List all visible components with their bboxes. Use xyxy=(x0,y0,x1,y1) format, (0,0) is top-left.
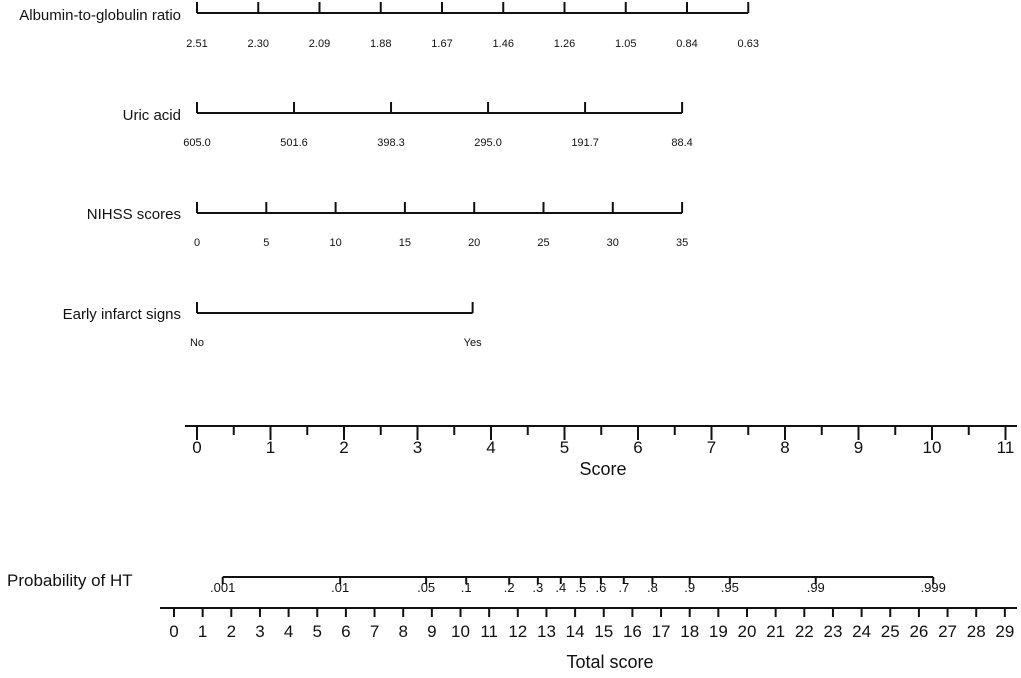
albumin-tick-label: 1.88 xyxy=(370,38,391,50)
total-tick-label: 14 xyxy=(566,622,585,641)
total-tick-label: 23 xyxy=(823,622,842,641)
total-tick-label: 10 xyxy=(451,622,470,641)
uric-acid-tick-label: 398.3 xyxy=(377,137,405,149)
score-tick-label: 6 xyxy=(633,438,642,457)
probability-tick-label: .5 xyxy=(575,580,586,595)
uric-acid-tick-label: 191.7 xyxy=(571,137,599,149)
probability-tick-label: .2 xyxy=(504,580,515,595)
total-tick-label: 0 xyxy=(169,622,178,641)
nihss-tick-label: 10 xyxy=(329,237,341,249)
label-albumin: Albumin-to-globulin ratio xyxy=(19,7,181,24)
uric-acid-tick-label: 605.0 xyxy=(183,137,211,149)
total-tick-label: 24 xyxy=(852,622,871,641)
albumin-tick-label: 1.26 xyxy=(554,38,575,50)
albumin-tick-label: 0.84 xyxy=(676,38,697,50)
total-tick-label: 2 xyxy=(227,622,236,641)
total-tick-label: 18 xyxy=(680,622,699,641)
total-tick-label: 19 xyxy=(709,622,728,641)
probability-tick-label: .1 xyxy=(461,580,472,595)
uric-acid-tick-label: 295.0 xyxy=(474,137,502,149)
probability-tick-label: .3 xyxy=(532,580,543,595)
score-tick-label: 5 xyxy=(560,438,569,457)
total-tick-label: 27 xyxy=(938,622,957,641)
score-axis-title: Score xyxy=(579,459,626,479)
score-tick-label: 1 xyxy=(266,438,275,457)
probability-tick-label: .05 xyxy=(417,580,435,595)
uric-acid-tick-label: 88.4 xyxy=(671,137,692,149)
total-tick-label: 8 xyxy=(398,622,407,641)
score-tick-label: 4 xyxy=(486,438,495,457)
score-tick-label: 9 xyxy=(854,438,863,457)
total-tick-label: 25 xyxy=(881,622,900,641)
probability-tick-label: .6 xyxy=(595,580,606,595)
total-tick-label: 20 xyxy=(738,622,757,641)
total-tick-label: 11 xyxy=(480,622,498,641)
total-tick-label: 15 xyxy=(594,622,613,641)
chart-marks: 2.51 2.30 2.09 1.88 1.67 1.46 1.26 1.05 0.84 0.63… xyxy=(160,2,1017,641)
uric-acid-tick-label: 501.6 xyxy=(280,137,308,149)
probability-tick-label: .99 xyxy=(807,580,825,595)
nihss-tick-label: 5 xyxy=(263,237,269,249)
label-probability: Probability of HT xyxy=(7,571,133,590)
total-tick-label: 29 xyxy=(995,622,1014,641)
total-tick-label: 4 xyxy=(284,622,293,641)
total-tick-label: 1 xyxy=(198,622,207,641)
total-tick-label: 28 xyxy=(967,622,986,641)
total-tick-label: 7 xyxy=(370,622,379,641)
probability-tick-label: .999 xyxy=(921,580,946,595)
total-tick-label: 17 xyxy=(652,622,671,641)
total-tick-label: 3 xyxy=(255,622,264,641)
total-tick-label: 26 xyxy=(909,622,928,641)
nihss-tick-label: 30 xyxy=(607,237,619,249)
probability-tick-label: .4 xyxy=(555,580,566,595)
probability-tick-label: .01 xyxy=(331,580,349,595)
total-tick-label: 6 xyxy=(341,622,350,641)
total-tick-label: 5 xyxy=(313,622,322,641)
albumin-tick-label: 2.51 xyxy=(186,38,207,50)
total-tick-label: 9 xyxy=(427,622,436,641)
label-uric-acid: Uric acid xyxy=(123,107,181,124)
nihss-tick-label: 35 xyxy=(676,237,688,249)
label-infarct: Early infarct signs xyxy=(63,306,181,323)
total-tick-label: 16 xyxy=(623,622,642,641)
score-tick-label: 7 xyxy=(707,438,716,457)
albumin-tick-label: 2.30 xyxy=(248,38,269,50)
total-tick-label: 12 xyxy=(508,622,527,641)
label-nihss: NIHSS scores xyxy=(87,206,181,223)
albumin-tick-label: 1.05 xyxy=(615,38,636,50)
total-tick-label: 13 xyxy=(537,622,556,641)
probability-tick-label: .95 xyxy=(721,580,739,595)
score-tick-label: 11 xyxy=(997,438,1015,457)
nihss-tick-label: 0 xyxy=(194,237,200,249)
nihss-tick-label: 25 xyxy=(537,237,549,249)
probability-tick-label: .8 xyxy=(647,580,658,595)
total-tick-label: 21 xyxy=(766,622,785,641)
infarct-tick-label: No xyxy=(190,337,204,349)
score-tick-label: 10 xyxy=(923,438,942,457)
albumin-tick-label: 1.67 xyxy=(431,38,452,50)
probability-tick-label: .9 xyxy=(684,580,695,595)
total-tick-label: 22 xyxy=(795,622,814,641)
probability-tick-label: .001 xyxy=(210,580,235,595)
albumin-tick-label: 1.46 xyxy=(493,38,514,50)
score-tick-label: 3 xyxy=(413,438,422,457)
probability-tick-label: .7 xyxy=(618,580,629,595)
nihss-tick-label: 20 xyxy=(468,237,480,249)
total-score-axis-title: Total score xyxy=(566,652,653,672)
score-tick-label: 2 xyxy=(339,438,348,457)
nihss-tick-label: 15 xyxy=(399,237,411,249)
score-tick-label: 0 xyxy=(192,438,201,457)
albumin-tick-label: 2.09 xyxy=(309,38,330,50)
infarct-tick-label: Yes xyxy=(464,337,482,349)
score-tick-label: 8 xyxy=(780,438,789,457)
albumin-tick-label: 0.63 xyxy=(738,38,759,50)
